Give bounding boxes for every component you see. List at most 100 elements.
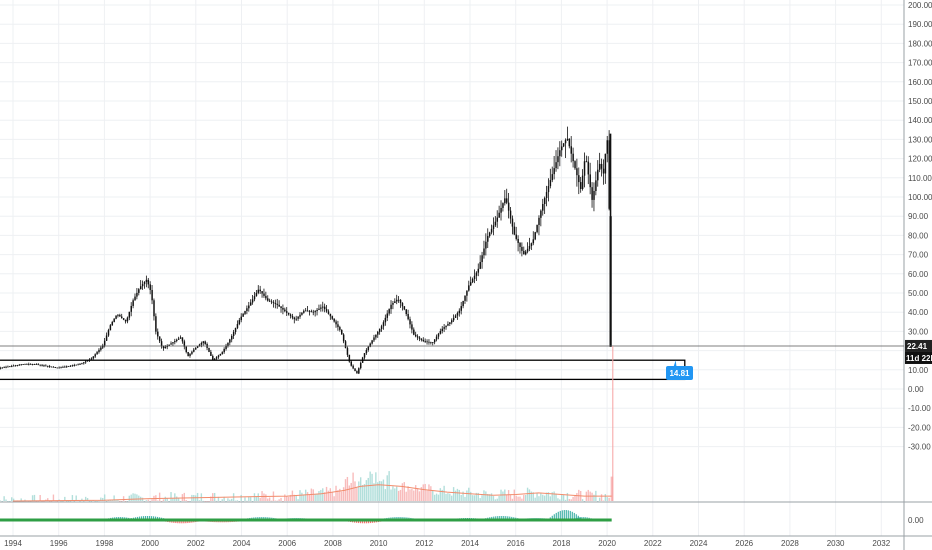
candle-body (378, 329, 381, 332)
candle-body (570, 146, 572, 154)
candle-body (598, 163, 601, 170)
candle-body (299, 314, 301, 317)
volume-bar (88, 501, 91, 502)
volume-bar (145, 500, 148, 501)
candle-body (139, 286, 142, 290)
volume-bar (479, 498, 481, 501)
oscillator-bar (559, 510, 561, 521)
volume-bar (432, 490, 434, 501)
candle-body (449, 322, 451, 324)
candle-body (246, 308, 248, 312)
oscillator-bar (561, 510, 563, 521)
volume-bar (418, 491, 421, 501)
volume-bar (257, 493, 259, 501)
zone-box-layer[interactable] (0, 345, 686, 501)
candle-body (487, 236, 489, 242)
candle-body (542, 204, 544, 211)
candle-body (384, 317, 387, 323)
oscillator-bar (144, 516, 147, 521)
candle-body (141, 284, 144, 287)
candle-body (170, 343, 172, 345)
volume-bar (342, 487, 345, 501)
candle-body (439, 331, 442, 334)
volume-bar (602, 500, 605, 502)
candle-body (191, 351, 193, 354)
volume-bar (219, 501, 222, 502)
candle-body (377, 331, 379, 335)
volume-bar (375, 472, 377, 501)
volume-bar (532, 492, 534, 501)
volume-bar (574, 495, 576, 501)
candle-body (20, 364, 22, 366)
volume-bar (511, 498, 514, 501)
oscillator-bar (509, 516, 511, 521)
volume-bar (521, 498, 523, 501)
volume-bar (227, 498, 229, 501)
candle-body (388, 309, 390, 314)
candle-body (407, 314, 409, 320)
volume-bar (487, 494, 489, 501)
volume-bar (56, 501, 58, 502)
candle-body (606, 140, 609, 154)
oscillator-bar (505, 516, 507, 521)
candle-body (75, 364, 77, 366)
volume-bar (306, 492, 309, 501)
y-tick-label: 90.00 (908, 212, 929, 221)
volume-bar (289, 494, 292, 501)
price-series (0, 126, 904, 375)
oscillator-bar (142, 516, 145, 521)
oscillator-bar (503, 516, 505, 521)
volume-bar (428, 484, 430, 501)
candle-body (390, 304, 392, 310)
candle-body (331, 316, 334, 319)
candle-body (422, 339, 425, 342)
volume-bar (462, 491, 464, 501)
candle-body (350, 361, 352, 366)
candle-body (158, 336, 161, 342)
candle-body (166, 345, 169, 347)
volume-bar (524, 495, 527, 501)
volume-bar (284, 494, 286, 501)
volume-bar (246, 500, 248, 502)
volume-bar (312, 489, 314, 501)
volume-bar (12, 498, 15, 501)
candle-body (424, 341, 426, 342)
oscillator-bar (179, 520, 181, 524)
candle-body (83, 362, 85, 364)
volume-bar (456, 488, 459, 501)
candle-body (483, 248, 485, 256)
volume-bar (231, 498, 233, 501)
candle-body (375, 334, 377, 338)
volume-bar (469, 491, 472, 501)
candle-body (37, 364, 40, 366)
volume-bar (557, 498, 559, 501)
y-tick-label: 120.00 (908, 155, 932, 164)
candle-body (189, 353, 191, 356)
x-tick-label: 1996 (50, 539, 68, 548)
candle-body (249, 302, 252, 306)
candle-body (583, 161, 586, 176)
volume-bar (90, 501, 93, 502)
volume-bar (363, 484, 366, 501)
candle-body (303, 310, 305, 313)
candle-body (555, 162, 557, 169)
candle-body (517, 238, 519, 243)
volume-bar (490, 493, 493, 501)
candle-body (238, 320, 241, 325)
candle-body (194, 347, 197, 350)
volume-bar (249, 497, 252, 501)
candle-body (255, 292, 258, 297)
volume-bar (248, 496, 250, 501)
candle-body (11, 365, 13, 367)
y-tick-label: -30.00 (908, 443, 931, 452)
price-axis[interactable]: 200.00 190.00 180.00 170.00 160.00 150.00 140.… (908, 1, 932, 525)
volume-bar (308, 494, 311, 501)
candle-body (64, 366, 66, 368)
candle-body (130, 305, 132, 312)
volume-bar (322, 488, 324, 501)
time-axis[interactable]: 1994 1996 1998 2000 2002 2004 2006 2008 2010 2012… (4, 539, 891, 548)
candle-body (81, 363, 83, 365)
volume-bar (348, 485, 350, 501)
oscillator-bar (181, 520, 183, 524)
